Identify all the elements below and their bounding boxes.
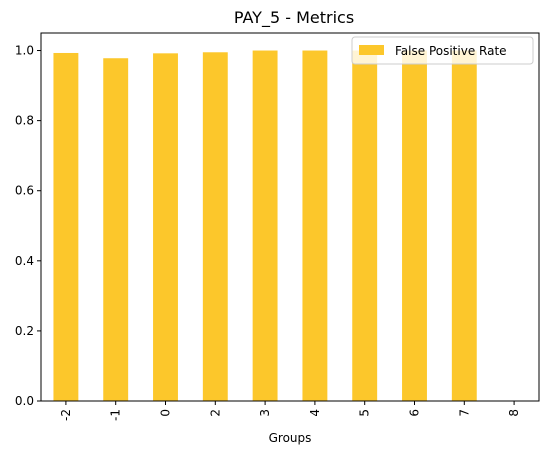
x-tick-label--1: -1: [109, 409, 123, 421]
legend: False Positive Rate: [351, 36, 534, 65]
legend-label: False Positive Rate: [395, 44, 507, 58]
bars-group: [53, 50, 477, 402]
bar--1: [103, 58, 129, 402]
bar-5: [352, 50, 378, 402]
bar--2: [53, 52, 79, 401]
bar-6: [402, 50, 427, 402]
plot-frame: [40, 32, 540, 402]
x-tick-label-2: 2: [208, 409, 222, 417]
x-tick-label-4: 4: [308, 409, 322, 417]
y-tick-label-4: 0.8: [15, 114, 34, 128]
y-tick-label-2: 0.4: [15, 254, 34, 268]
chart-title: PAY_5 - Metrics: [234, 8, 354, 28]
x-tick-label-0: 0: [159, 409, 173, 417]
x-tick-label--2: -2: [59, 409, 73, 421]
y-tick-label-0: 0.0: [15, 394, 34, 408]
legend-swatch: [359, 45, 384, 55]
x-tick-label-6: 6: [408, 409, 422, 417]
bar-7: [451, 50, 477, 402]
x-tick-label-8: 8: [507, 409, 521, 417]
y-axis: 0.0 0.2 0.4 0.6 0.8 1.0: [15, 44, 41, 408]
x-axis: -2 -1 0 2 3 4 5 6 7 8: [59, 401, 521, 421]
legend-box: [351, 36, 534, 65]
y-tick-label-1: 0.2: [15, 324, 34, 338]
bar-0: [153, 53, 178, 402]
x-tick-label-7: 7: [457, 409, 471, 417]
x-tick-label-5: 5: [358, 409, 372, 417]
x-tick-label-3: 3: [258, 409, 272, 417]
bar-3: [252, 50, 278, 402]
y-tick-label-5: 1.0: [15, 44, 34, 58]
bar-4: [302, 50, 328, 402]
y-tick-label-3: 0.6: [15, 184, 34, 198]
x-axis-label: Groups: [269, 431, 312, 445]
bar-2: [202, 52, 228, 402]
